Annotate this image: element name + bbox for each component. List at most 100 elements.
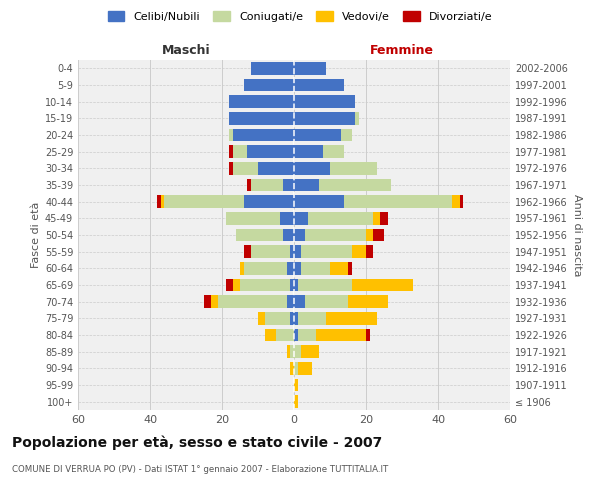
- Bar: [294, 262, 301, 274]
- Bar: [276, 329, 294, 341]
- Bar: [244, 196, 294, 208]
- Bar: [226, 279, 233, 291]
- Bar: [298, 312, 326, 324]
- Bar: [366, 246, 373, 258]
- Bar: [294, 146, 323, 158]
- Bar: [294, 379, 298, 391]
- Bar: [298, 362, 312, 374]
- Bar: [294, 196, 344, 208]
- Bar: [301, 246, 352, 258]
- Text: COMUNE DI VERRUA PO (PV) - Dati ISTAT 1° gennaio 2007 - Elaborazione TUTTITALIA.: COMUNE DI VERRUA PO (PV) - Dati ISTAT 1°…: [12, 466, 388, 474]
- Bar: [352, 246, 366, 258]
- Bar: [229, 129, 233, 141]
- Bar: [294, 362, 298, 374]
- Bar: [218, 296, 287, 308]
- Bar: [355, 112, 359, 124]
- Bar: [251, 62, 294, 74]
- Bar: [298, 329, 316, 341]
- Text: Femmine: Femmine: [370, 44, 434, 57]
- Bar: [301, 346, 319, 358]
- Bar: [348, 296, 388, 308]
- Bar: [294, 162, 330, 174]
- Bar: [251, 246, 290, 258]
- Bar: [366, 329, 370, 341]
- Bar: [244, 262, 287, 274]
- Bar: [305, 229, 366, 241]
- Bar: [330, 262, 348, 274]
- Bar: [290, 346, 294, 358]
- Bar: [344, 196, 452, 208]
- Bar: [348, 262, 352, 274]
- Bar: [294, 79, 344, 92]
- Bar: [352, 279, 413, 291]
- Bar: [233, 279, 240, 291]
- Bar: [204, 296, 211, 308]
- Bar: [294, 396, 298, 408]
- Bar: [283, 179, 294, 192]
- Bar: [319, 179, 391, 192]
- Text: Maschi: Maschi: [161, 44, 211, 57]
- Bar: [240, 279, 290, 291]
- Bar: [290, 246, 294, 258]
- Bar: [233, 162, 258, 174]
- Bar: [290, 362, 294, 374]
- Bar: [157, 196, 161, 208]
- Bar: [305, 296, 348, 308]
- Bar: [240, 262, 244, 274]
- Bar: [323, 146, 344, 158]
- Bar: [294, 329, 298, 341]
- Bar: [265, 329, 276, 341]
- Bar: [326, 312, 377, 324]
- Bar: [294, 129, 341, 141]
- Bar: [380, 212, 388, 224]
- Bar: [301, 262, 330, 274]
- Bar: [280, 212, 294, 224]
- Bar: [294, 296, 305, 308]
- Bar: [229, 162, 233, 174]
- Bar: [294, 346, 301, 358]
- Bar: [294, 279, 298, 291]
- Bar: [294, 112, 355, 124]
- Bar: [164, 196, 244, 208]
- Bar: [244, 79, 294, 92]
- Bar: [290, 312, 294, 324]
- Bar: [161, 196, 164, 208]
- Text: Popolazione per età, sesso e stato civile - 2007: Popolazione per età, sesso e stato civil…: [12, 436, 382, 450]
- Bar: [294, 246, 301, 258]
- Bar: [290, 279, 294, 291]
- Bar: [366, 229, 373, 241]
- Bar: [287, 346, 290, 358]
- Bar: [452, 196, 460, 208]
- Bar: [265, 312, 290, 324]
- Bar: [294, 179, 319, 192]
- Bar: [233, 129, 294, 141]
- Bar: [283, 229, 294, 241]
- Bar: [244, 246, 251, 258]
- Bar: [251, 179, 283, 192]
- Bar: [341, 129, 352, 141]
- Legend: Celibi/Nubili, Coniugati/e, Vedovi/e, Divorziati/e: Celibi/Nubili, Coniugati/e, Vedovi/e, Di…: [104, 8, 496, 25]
- Bar: [236, 229, 283, 241]
- Bar: [233, 146, 247, 158]
- Bar: [247, 179, 251, 192]
- Bar: [294, 62, 326, 74]
- Bar: [294, 312, 298, 324]
- Bar: [287, 262, 294, 274]
- Bar: [294, 96, 355, 108]
- Bar: [287, 296, 294, 308]
- Bar: [226, 212, 280, 224]
- Bar: [294, 229, 305, 241]
- Bar: [229, 112, 294, 124]
- Bar: [330, 162, 377, 174]
- Bar: [373, 229, 384, 241]
- Bar: [229, 146, 233, 158]
- Y-axis label: Anni di nascita: Anni di nascita: [572, 194, 582, 276]
- Bar: [258, 312, 265, 324]
- Bar: [258, 162, 294, 174]
- Bar: [460, 196, 463, 208]
- Bar: [294, 212, 308, 224]
- Bar: [211, 296, 218, 308]
- Bar: [298, 279, 352, 291]
- Y-axis label: Fasce di età: Fasce di età: [31, 202, 41, 268]
- Bar: [247, 146, 294, 158]
